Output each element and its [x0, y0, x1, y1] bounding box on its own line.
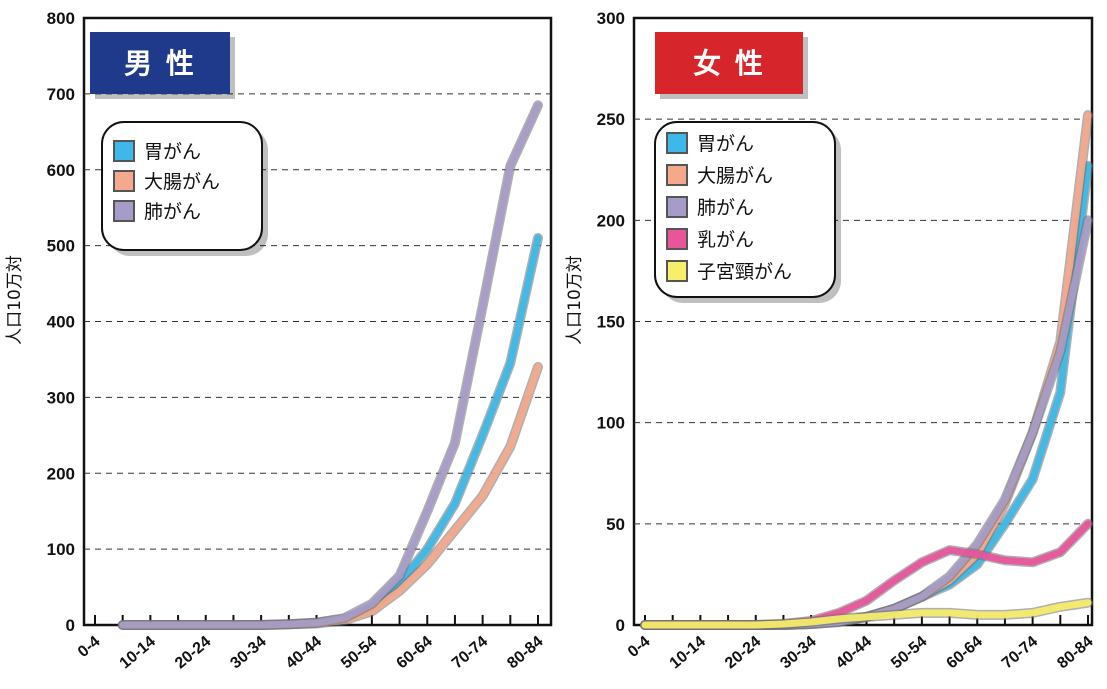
x-tick-label: 0-4	[75, 633, 104, 661]
x-tick-label: 30-34	[777, 633, 819, 672]
x-tick-label: 20-24	[172, 633, 214, 672]
chart-panel-female: 0 50 100 150 200 250 300 人口10万対 0-4 10-14 20-24 30-…	[565, 9, 1097, 672]
legend-box	[101, 121, 263, 251]
y-tick-label: 400	[47, 313, 75, 332]
series-子宮頸がん	[640, 597, 1093, 630]
x-tick-label: 40-44	[833, 633, 875, 672]
x-tick-label: 50-54	[888, 633, 930, 672]
legend-label: 肺がん	[144, 201, 201, 223]
legend-swatch	[666, 228, 688, 250]
series-肺がん	[117, 100, 543, 630]
legend-label: 肺がん	[697, 197, 754, 219]
legend-swatch	[666, 260, 688, 282]
legend-swatch	[113, 200, 135, 222]
x-tick-label: 80-84	[1054, 633, 1096, 672]
x-tick-label: 0-4	[625, 633, 654, 661]
x-tick-label: 70-74	[449, 633, 491, 672]
y-tick-label: 300	[47, 388, 75, 407]
x-tick-label: 50-54	[338, 633, 380, 672]
legend-box	[654, 121, 836, 298]
y-axis-label: 人口10万対	[565, 255, 585, 345]
chart-title: 女 性	[693, 47, 765, 80]
y-axis-label: 人口10万対	[5, 255, 25, 345]
y-tick-label: 50	[606, 515, 625, 534]
legend-label: 胃がん	[144, 141, 201, 163]
y-tick-label: 800	[47, 9, 75, 28]
legend-label: 大腸がん	[144, 171, 220, 193]
y-tick-label: 200	[47, 464, 75, 483]
y-tick-label: 500	[47, 237, 75, 256]
legend-label: 胃がん	[697, 133, 754, 155]
x-tick-label: 20-24	[722, 633, 764, 672]
x-tick-label: 80-84	[504, 633, 546, 672]
legend-swatch	[113, 170, 135, 192]
legend-swatch	[666, 196, 688, 218]
x-tick-label: 10-14	[117, 633, 159, 672]
legend-swatch	[113, 140, 135, 162]
y-tick-label: 0	[616, 616, 625, 635]
y-tick-label: 300	[597, 9, 625, 28]
legend-label: 乳がん	[697, 229, 754, 251]
series-line	[641, 599, 1092, 629]
y-tick-label: 600	[47, 161, 75, 180]
title-box	[655, 32, 803, 94]
chart-panel-male: 0 100 200 300 400 500 600 700 800 人口10万対 0-4 10-14 2…	[5, 9, 553, 672]
series-line	[119, 101, 542, 629]
x-tick-label: 60-64	[944, 633, 986, 672]
y-tick-label: 150	[597, 313, 625, 332]
legend-label: 大腸がん	[697, 165, 773, 187]
y-tick-label: 100	[47, 540, 75, 559]
title-box	[90, 32, 230, 94]
y-tick-label: 100	[597, 414, 625, 433]
y-tick-label: 0	[66, 616, 75, 635]
x-tick-label: 10-14	[667, 633, 709, 672]
legend-swatch	[666, 132, 688, 154]
x-tick-label: 40-44	[283, 633, 325, 672]
plot-frame	[632, 16, 1094, 627]
legend-label: 子宮頸がん	[697, 261, 792, 283]
x-tick-label: 70-74	[999, 633, 1041, 672]
chart-title: 男 性	[124, 47, 196, 80]
y-tick-label: 700	[47, 85, 75, 104]
x-tick-label: 30-34	[227, 633, 269, 672]
y-tick-label: 250	[597, 110, 625, 129]
legend-swatch	[666, 164, 688, 186]
x-tick-label: 60-64	[394, 633, 436, 672]
y-tick-label: 200	[597, 211, 625, 230]
